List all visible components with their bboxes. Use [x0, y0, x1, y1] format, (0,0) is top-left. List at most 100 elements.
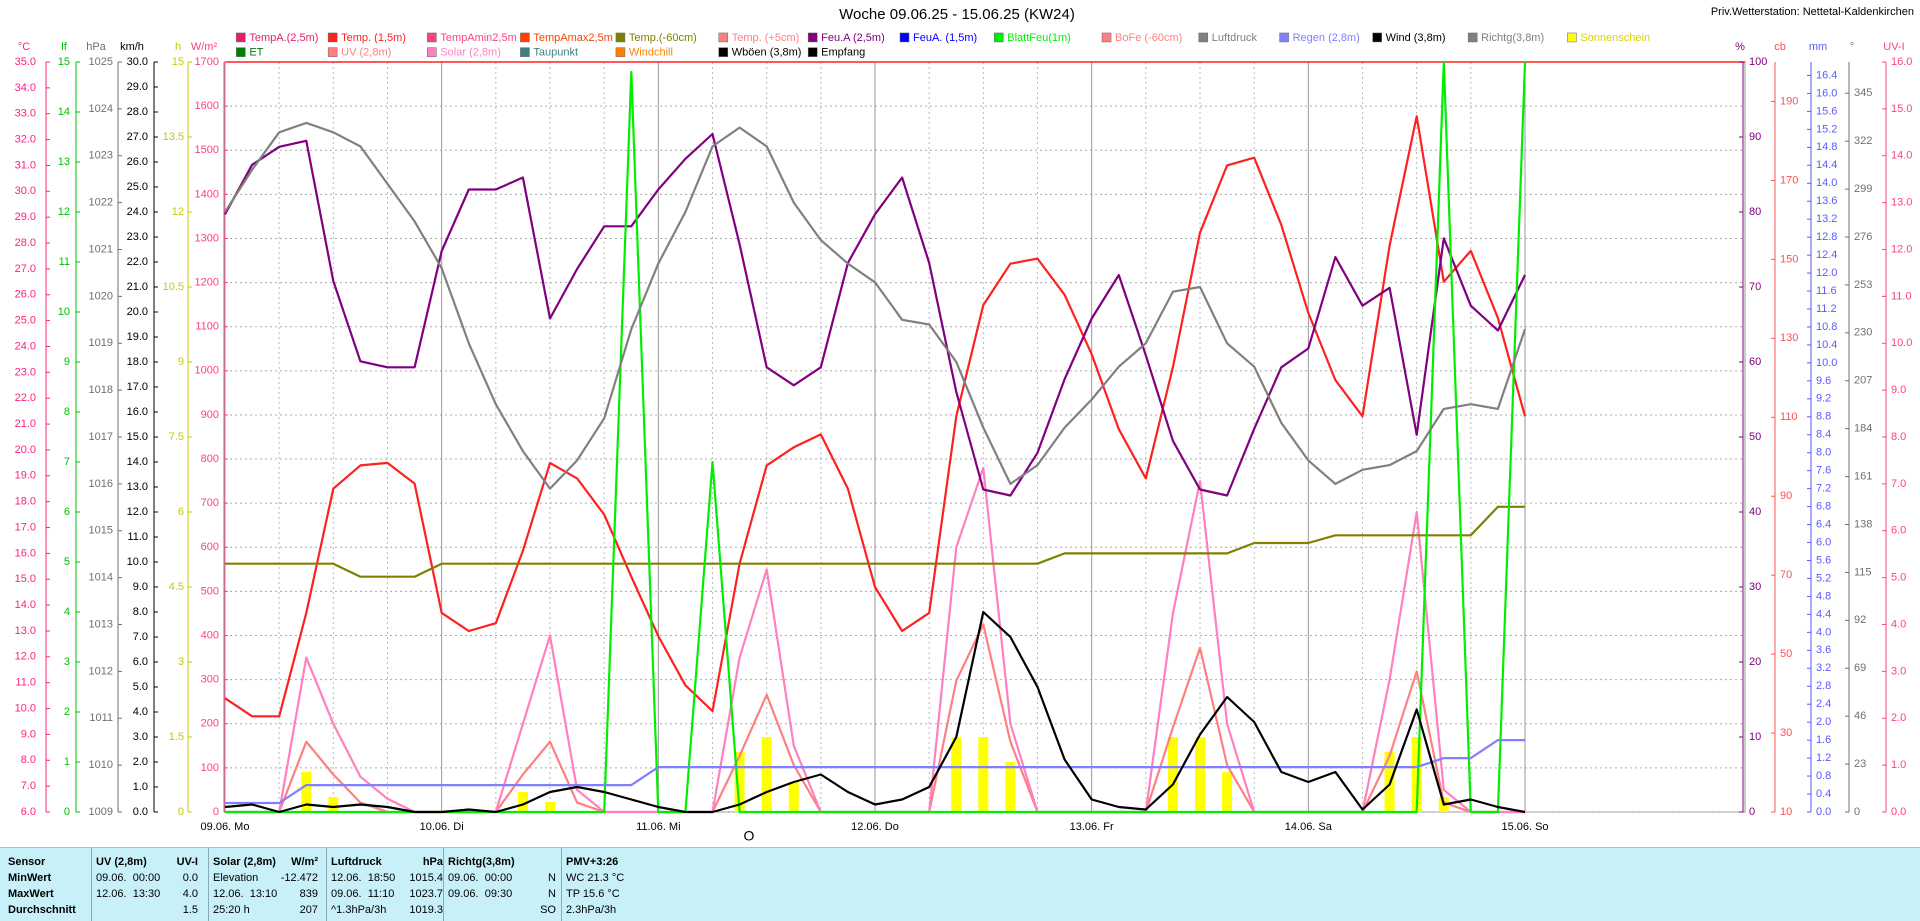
table-cell: N: [548, 872, 556, 884]
y-tick-label: 2.0: [133, 756, 148, 768]
y-tick-label: 35.0: [15, 56, 36, 68]
bar: [328, 797, 339, 812]
y-tick-label: 1: [64, 756, 70, 768]
axis-unit: UV-I: [1883, 41, 1904, 53]
y-tick-label: 8.4: [1816, 429, 1831, 441]
y-tick-label: 7.0: [1891, 478, 1906, 490]
series-line: [225, 505, 1525, 578]
y-tick-label: 31.0: [15, 159, 36, 171]
y-tick-label: 80: [1749, 206, 1761, 218]
legend-label: ET: [249, 47, 263, 59]
column-separator: [443, 848, 444, 921]
legend-label: BoFe (-60cm): [1115, 32, 1182, 44]
bar: [1195, 737, 1205, 812]
y-tick-label: 1500: [195, 144, 219, 156]
y-tick-label: 20.0: [15, 444, 36, 456]
table-cell: MinWert: [8, 872, 52, 884]
y-tick-label: 7.6: [1816, 465, 1831, 477]
y-tick-label: 5: [64, 556, 70, 568]
table-cell: ^1.3hPa/3h: [331, 904, 387, 916]
y-tick-label: 30.0: [127, 56, 148, 68]
y-tick-label: 10.0: [1891, 337, 1912, 349]
chart: Woche 09.06.25 - 15.06.25 (KW24) Priv.We…: [15, 6, 1914, 844]
legend-swatch: [807, 47, 818, 57]
legend-label: Temp. (1,5m): [341, 32, 406, 44]
legend-label: FeuA. (1,5m): [913, 32, 977, 44]
legend-label: Wind (3,8m): [1386, 32, 1446, 44]
y-tick-label: 10.0: [127, 556, 148, 568]
y-tick-label: 7.0: [21, 780, 36, 792]
y-tick-label: 9.2: [1816, 393, 1831, 405]
bar: [734, 752, 745, 812]
y-tick-label: 29.0: [15, 211, 36, 223]
y-tick-label: 5.0: [1891, 572, 1906, 584]
y-tick-label: 6.0: [1891, 525, 1906, 537]
legend-swatch: [994, 32, 1004, 43]
y-tick-label: 15.2: [1816, 123, 1837, 135]
legend-swatch: [520, 47, 530, 57]
y-tick-label: 2.0: [1816, 716, 1831, 728]
y-tick-label: 15.0: [15, 573, 36, 585]
y-tick-label: 1000: [195, 365, 219, 377]
axis-unit: mm: [1809, 41, 1827, 53]
y-tick-label: 12: [172, 206, 184, 218]
axis-unit: hPa: [86, 41, 106, 53]
y-tick-label: 13: [58, 156, 70, 168]
y-tick-label: 3.2: [1816, 662, 1831, 674]
y-tick-label: 299: [1854, 183, 1872, 195]
y-tick-label: 19.0: [127, 331, 148, 343]
table-cell: 1023.7: [409, 888, 443, 900]
y-tick-label: 600: [201, 541, 219, 553]
y-tick-label: 253: [1854, 279, 1872, 291]
y-tick-label: 0.8: [1816, 770, 1831, 782]
y-tick-label: 8.0: [133, 606, 148, 618]
y-tick-label: 700: [201, 497, 219, 509]
bar: [951, 737, 962, 812]
bar: [1222, 772, 1233, 812]
y-tick-label: 1019: [89, 337, 113, 349]
y-tick-label: 50: [1780, 648, 1792, 660]
y-tick-label: 18.0: [127, 356, 148, 368]
legend-swatch: [427, 32, 437, 43]
y-tick-label: 0: [1749, 806, 1755, 818]
y-tick-label: 25.0: [15, 315, 36, 327]
y-tick-label: 15: [172, 56, 184, 68]
axis-unit: W/m²: [191, 41, 218, 53]
y-tick-label: 190: [1780, 95, 1798, 107]
y-tick-label: 1010: [89, 759, 113, 771]
y-tick-label: 13.0: [1891, 197, 1912, 209]
y-tick-label: 345: [1854, 87, 1872, 99]
y-tick-label: 23.0: [127, 231, 148, 243]
stats-table: Sensor MinWert MaxWert Durchschnitt UV (2,8m…: [0, 847, 1920, 921]
y-tick-label: 8.0: [1891, 431, 1906, 443]
y-tick-label: 9.6: [1816, 375, 1831, 387]
legend-label: Richtg(3,8m): [1481, 32, 1544, 44]
station-name: Priv.Wetterstation: Nettetal-Kaldenkirch…: [1711, 6, 1914, 18]
y-tick-label: 1025: [89, 56, 113, 68]
y-tick-label: 1.0: [133, 781, 148, 793]
table-cell: 09.06. 09:30: [448, 888, 513, 900]
y-tick-label: 19.0: [15, 470, 36, 482]
y-tick-label: 400: [201, 629, 219, 641]
y-tick-label: 16.0: [15, 547, 36, 559]
x-tick-label: 15.06. So: [1501, 821, 1548, 833]
legend-swatch: [427, 47, 437, 57]
y-tick-label: 32.0: [15, 133, 36, 145]
y-tick-label: 9.0: [133, 581, 148, 593]
table-cell: TP 15.6 °C: [566, 888, 620, 900]
table-cell: 839: [299, 888, 318, 900]
y-tick-label: 10.0: [15, 702, 36, 714]
y-tick-label: 0: [178, 806, 184, 818]
y-tick-label: 11.0: [127, 531, 148, 543]
legend-swatch: [899, 32, 910, 43]
legend-swatch: [236, 47, 246, 57]
y-tick-label: 150: [1780, 253, 1798, 265]
y-tick-label: 0.4: [1816, 788, 1831, 800]
axis-unit: %: [1735, 41, 1745, 53]
y-tick-label: 2.4: [1816, 698, 1831, 710]
bar: [545, 802, 555, 812]
y-tick-label: 1018: [89, 384, 113, 396]
y-tick-label: 5.2: [1816, 572, 1831, 584]
legend-swatch: [615, 47, 626, 57]
